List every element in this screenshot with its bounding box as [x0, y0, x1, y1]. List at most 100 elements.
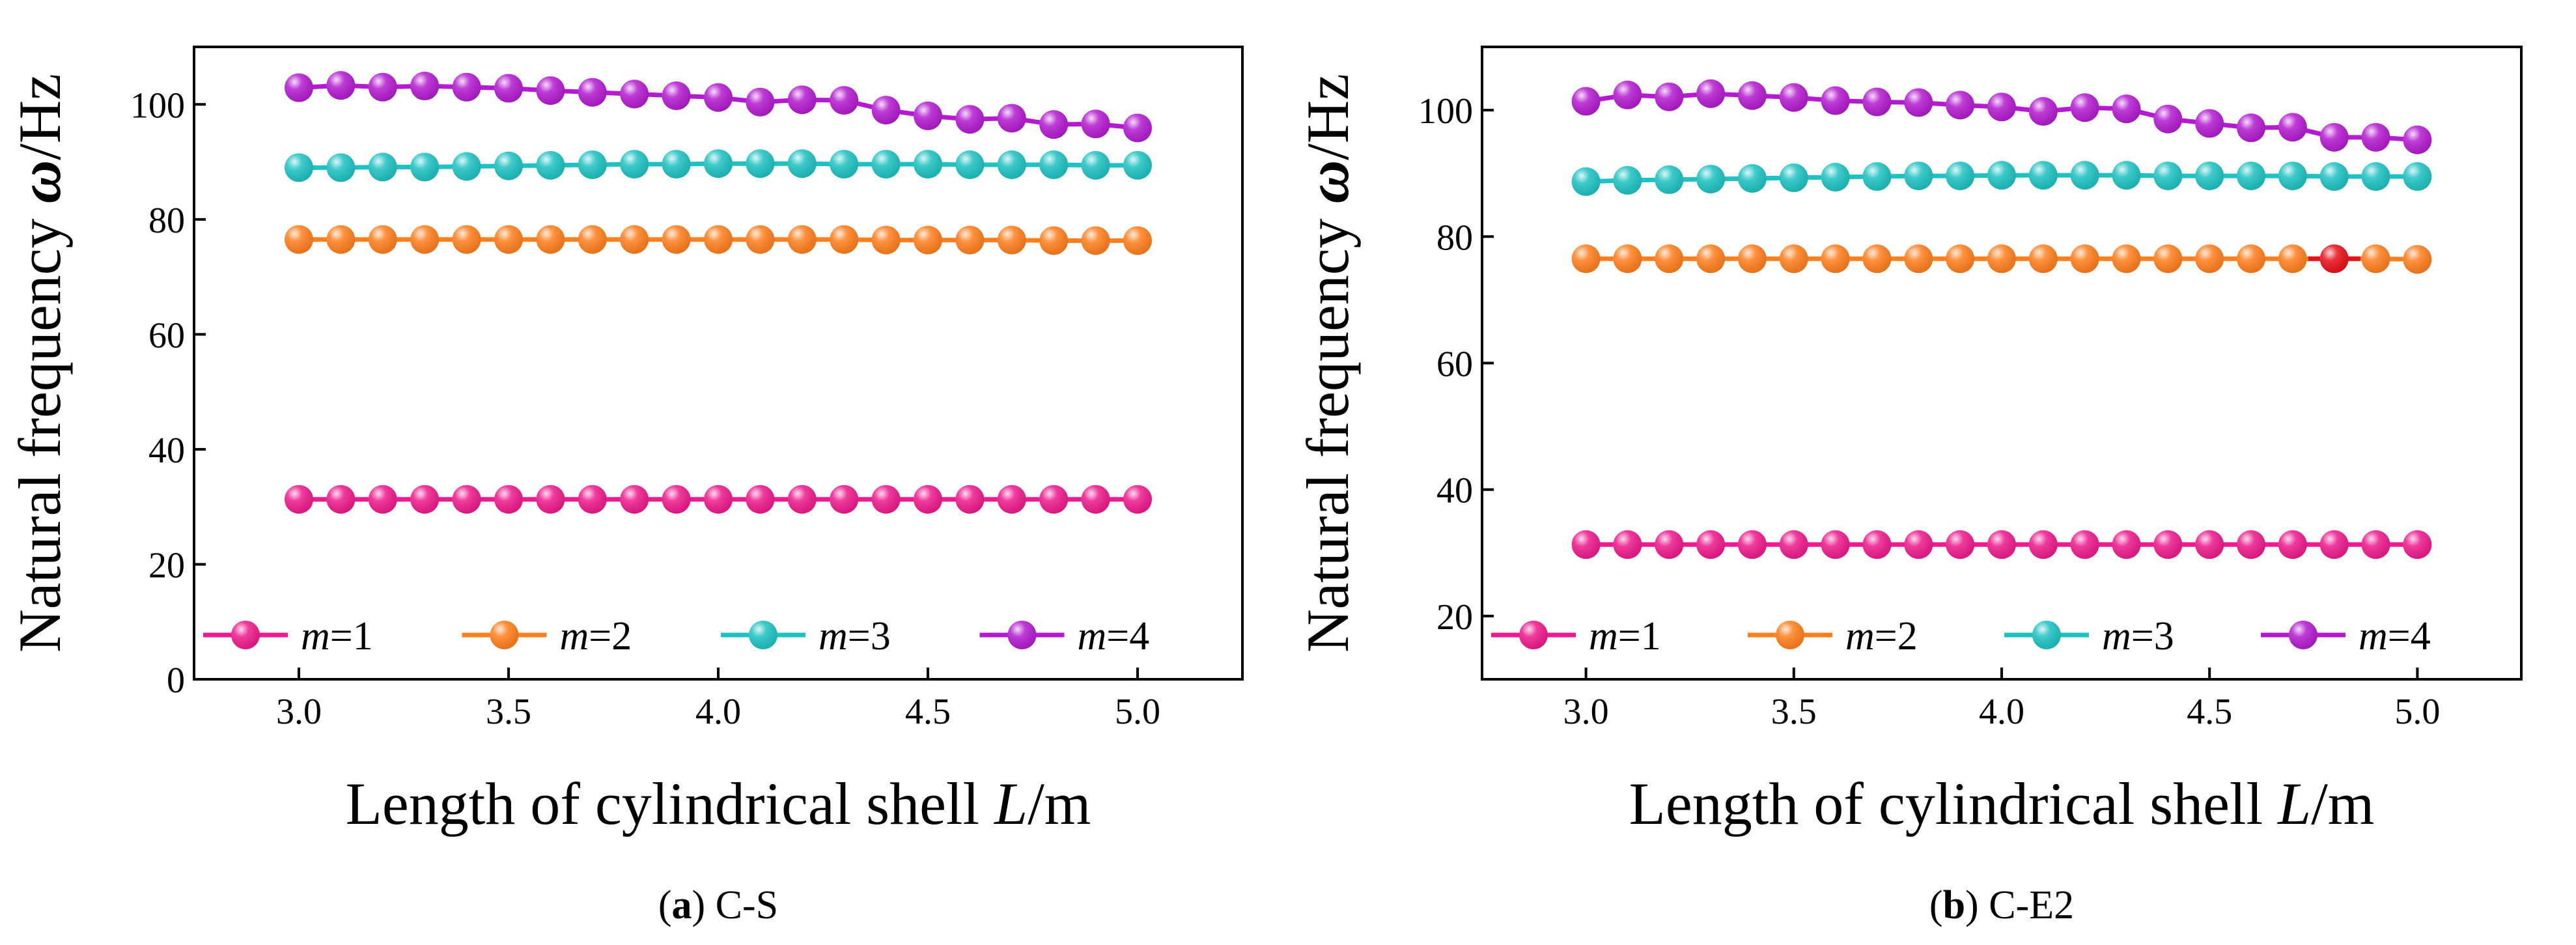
data-point-shine	[1081, 109, 1110, 139]
legend-label: m=3	[2102, 614, 2174, 658]
data-point-shine	[536, 150, 565, 180]
data-point-shine	[2195, 244, 2224, 274]
data-point-shine	[368, 225, 397, 254]
data-point-shine	[1737, 81, 1767, 110]
data-point-shine	[1946, 162, 1975, 191]
data-point-shine	[787, 225, 817, 254]
data-point-shine	[2403, 530, 2432, 559]
data-point-shine	[2153, 162, 2183, 191]
data-point-shine	[1904, 162, 1933, 191]
y-tick-label: 100	[130, 85, 185, 126]
legend: m=1 m=2 m=3 m=4	[1491, 614, 2431, 658]
data-point-shine	[1696, 244, 1726, 274]
series-m-1	[285, 485, 1152, 514]
data-point-shine	[1737, 244, 1767, 274]
legend-label: m=1	[1589, 614, 1661, 658]
data-point-shine	[2112, 94, 2141, 124]
data-point-shine	[1779, 163, 1808, 192]
data-point-shine	[2153, 244, 2183, 274]
data-point-shine	[2403, 245, 2432, 274]
data-point-shine	[662, 225, 691, 254]
data-point-shine	[2319, 162, 2349, 191]
data-point-shine	[1571, 87, 1601, 116]
data-point-shine	[494, 225, 523, 254]
series-m-2	[1571, 244, 2432, 274]
data-point-shine	[1039, 150, 1069, 179]
series-m-1	[1571, 530, 2432, 559]
data-point-shine	[830, 150, 859, 179]
y-tick-label: 60	[148, 315, 185, 356]
data-point-shine	[1123, 485, 1152, 514]
data-point-shine	[285, 73, 313, 102]
data-point-shine	[2237, 162, 2266, 191]
data-point-shine	[1946, 91, 1975, 120]
data-point-shine	[2112, 530, 2141, 559]
data-point-shine	[830, 225, 859, 254]
data-point-shine	[1655, 82, 1684, 111]
data-point-shine	[2237, 113, 2266, 143]
data-point-shine	[914, 150, 942, 179]
data-point-shine	[1779, 530, 1808, 559]
data-point-shine	[2195, 109, 2224, 138]
series-m-3	[285, 149, 1152, 182]
data-point-shine	[1987, 161, 2016, 190]
data-point-shine	[410, 225, 440, 254]
data-point-shine	[2361, 244, 2390, 274]
legend-item-4: m=4	[979, 614, 1149, 658]
data-point-shine	[1123, 226, 1152, 255]
data-point-shine	[2112, 161, 2141, 190]
x-tick-label: 4.5	[905, 692, 951, 732]
data-point-shine	[955, 150, 985, 179]
data-point-shine	[1655, 244, 1684, 274]
data-point-shine	[410, 152, 440, 182]
data-point-shine	[1946, 244, 1975, 274]
data-point-shine	[452, 485, 481, 514]
data-point-shine	[1613, 80, 1642, 109]
data-point-shine	[368, 485, 397, 514]
y-tick-label: 80	[148, 201, 185, 241]
x-tick-label: 4.0	[1979, 692, 2024, 732]
legend: m=1 m=2 m=3 m=4	[203, 614, 1149, 658]
data-point-shine	[2237, 244, 2266, 274]
y-tick-label: 40	[1436, 471, 1473, 511]
data-point-shine	[914, 485, 942, 514]
data-point-shine	[914, 101, 942, 130]
data-point-shine	[787, 149, 817, 178]
data-point-shine	[1655, 530, 1684, 559]
data-point-shine	[1696, 79, 1726, 108]
data-point-shine	[2070, 161, 2099, 190]
legend-label: m=3	[819, 614, 891, 658]
data-point-shine	[1081, 150, 1110, 180]
y-tick-label: 60	[1436, 345, 1473, 385]
y-tick-label: 100	[1418, 91, 1473, 132]
data-point-shine	[787, 485, 817, 514]
data-point-shine	[830, 86, 859, 115]
data-point-shine	[1081, 485, 1110, 514]
data-point-shine	[2403, 162, 2432, 191]
x-tick-label: 3.0	[276, 692, 322, 732]
legend-label: m=2	[560, 614, 632, 658]
data-point-shine	[871, 150, 901, 179]
data-point-shine	[536, 225, 565, 254]
panel-caption: (b) C-E2	[1929, 883, 2074, 927]
data-point-shine	[2112, 244, 2141, 274]
data-point-shine	[326, 153, 356, 182]
x-tick-label: 3.5	[1771, 692, 1817, 732]
legend-marker-shine	[1519, 621, 1548, 649]
y-tick-label: 0	[167, 660, 185, 701]
x-tick-label: 4.0	[695, 692, 741, 732]
data-point-shine	[2278, 244, 2307, 274]
data-point-shine	[1987, 530, 2016, 559]
legend-label: m=2	[1845, 614, 1918, 658]
data-point-shine	[2278, 113, 2307, 142]
legend-marker-shine	[231, 621, 260, 649]
data-point-shine	[1821, 244, 1850, 274]
data-point-shine	[997, 485, 1026, 514]
data-point-shine	[746, 149, 775, 178]
legend-item-3: m=3	[2004, 614, 2174, 658]
data-point-shine	[2195, 162, 2224, 191]
legend-item-1: m=1	[203, 614, 373, 658]
legend-marker-shine	[749, 621, 777, 649]
data-point-shine	[1737, 530, 1767, 559]
data-point-shine	[662, 150, 691, 179]
